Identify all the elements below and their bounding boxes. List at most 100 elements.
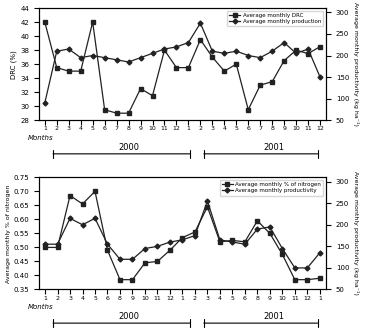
Average monthly productivity: [318, 251, 322, 255]
Average monthly production: [246, 54, 250, 58]
Average monthly productivity: [105, 242, 110, 246]
Average monthly DRC: [150, 94, 155, 98]
Average monthly production: [103, 56, 107, 60]
Average monthly % of nitrogen: [193, 230, 197, 234]
Legend: Average monthly % of nitrogen, Average monthly productivity: Average monthly % of nitrogen, Average m…: [220, 180, 323, 196]
Average monthly % of nitrogen: [93, 189, 97, 193]
Average monthly DRC: [43, 20, 47, 24]
Average monthly production: [270, 49, 274, 53]
Average monthly DRC: [306, 52, 310, 56]
Average monthly % of nitrogen: [130, 278, 135, 282]
Average monthly % of nitrogen: [293, 278, 297, 282]
Average monthly % of nitrogen: [305, 278, 310, 282]
Average monthly production: [282, 41, 287, 45]
Y-axis label: DRC (%): DRC (%): [11, 50, 17, 79]
Legend: Average monthly DRC, Average monthly production: Average monthly DRC, Average monthly pro…: [227, 11, 323, 26]
Average monthly productivity: [180, 238, 185, 242]
Y-axis label: Average monthly % of nitrogen: Average monthly % of nitrogen: [5, 184, 11, 283]
Line: Average monthly % of nitrogen: Average monthly % of nitrogen: [43, 189, 322, 281]
Average monthly production: [306, 47, 310, 51]
Average monthly % of nitrogen: [105, 248, 110, 252]
Y-axis label: Average monthly productivity (kg ha⁻¹): Average monthly productivity (kg ha⁻¹): [353, 171, 360, 295]
Average monthly DRC: [258, 83, 262, 87]
Average monthly production: [126, 60, 131, 64]
Average monthly productivity: [68, 216, 72, 220]
Average monthly production: [234, 49, 238, 53]
Average monthly DRC: [198, 38, 203, 42]
Average monthly productivity: [118, 257, 122, 261]
Average monthly % of nitrogen: [168, 248, 172, 252]
Average monthly % of nitrogen: [68, 193, 72, 197]
Average monthly production: [162, 47, 167, 51]
Text: 2001: 2001: [264, 312, 285, 321]
Average monthly productivity: [168, 240, 172, 244]
Average monthly DRC: [138, 87, 143, 91]
Average monthly DRC: [282, 59, 287, 63]
Average monthly production: [258, 56, 262, 60]
Average monthly productivity: [218, 238, 222, 242]
Average monthly productivity: [143, 246, 147, 250]
Average monthly % of nitrogen: [255, 219, 260, 223]
Average monthly DRC: [103, 108, 107, 112]
Average monthly DRC: [294, 48, 298, 52]
Average monthly production: [150, 51, 155, 55]
Average monthly DRC: [210, 55, 215, 59]
Average monthly % of nitrogen: [180, 236, 185, 240]
Text: 2000: 2000: [119, 312, 140, 321]
Average monthly production: [78, 56, 83, 60]
Average monthly % of nitrogen: [318, 276, 322, 280]
Text: 2001: 2001: [264, 143, 285, 152]
Average monthly % of nitrogen: [280, 252, 285, 256]
Average monthly % of nitrogen: [80, 202, 85, 206]
Average monthly productivity: [268, 225, 272, 229]
Average monthly productivity: [130, 257, 135, 261]
Average monthly DRC: [270, 80, 274, 84]
Average monthly DRC: [91, 20, 95, 24]
Average monthly % of nitrogen: [143, 261, 147, 265]
Y-axis label: Average monthly productivity (kg ha⁻¹): Average monthly productivity (kg ha⁻¹): [353, 2, 360, 126]
Average monthly production: [210, 49, 215, 53]
Average monthly DRC: [162, 48, 167, 52]
Average monthly % of nitrogen: [43, 245, 47, 249]
Line: Average monthly production: Average monthly production: [43, 21, 322, 105]
Average monthly DRC: [114, 111, 119, 115]
Average monthly productivity: [193, 233, 197, 237]
Average monthly productivity: [155, 244, 160, 248]
Average monthly production: [222, 51, 227, 55]
Average monthly productivity: [43, 242, 47, 246]
Average monthly production: [43, 101, 47, 105]
Average monthly DRC: [126, 111, 131, 115]
Average monthly % of nitrogen: [218, 240, 222, 244]
Average monthly production: [91, 54, 95, 58]
Average monthly % of nitrogen: [205, 205, 210, 209]
Average monthly DRC: [55, 66, 59, 70]
Line: Average monthly productivity: Average monthly productivity: [43, 199, 322, 270]
Average monthly productivity: [255, 227, 260, 231]
Average monthly productivity: [243, 242, 247, 246]
Average monthly productivity: [205, 199, 210, 203]
Average monthly % of nitrogen: [118, 278, 122, 282]
Average monthly productivity: [55, 242, 60, 246]
Line: Average monthly DRC: Average monthly DRC: [43, 20, 322, 115]
Average monthly production: [198, 21, 203, 25]
Average monthly production: [294, 51, 298, 55]
Text: Months: Months: [27, 304, 53, 310]
Average monthly production: [138, 56, 143, 60]
Average monthly DRC: [246, 108, 250, 112]
Average monthly production: [186, 41, 191, 45]
Average monthly % of nitrogen: [243, 240, 247, 244]
Average monthly productivity: [80, 223, 85, 227]
Average monthly production: [66, 47, 71, 51]
Average monthly DRC: [186, 66, 191, 70]
Average monthly % of nitrogen: [268, 231, 272, 235]
Average monthly DRC: [318, 45, 322, 49]
Average monthly productivity: [305, 266, 310, 270]
Average monthly % of nitrogen: [230, 238, 235, 242]
Average monthly production: [55, 49, 59, 53]
Average monthly productivity: [293, 266, 297, 270]
Average monthly DRC: [222, 69, 227, 73]
Text: Months: Months: [27, 135, 53, 141]
Average monthly DRC: [234, 62, 238, 66]
Average monthly production: [318, 75, 322, 79]
Average monthly productivity: [93, 216, 97, 220]
